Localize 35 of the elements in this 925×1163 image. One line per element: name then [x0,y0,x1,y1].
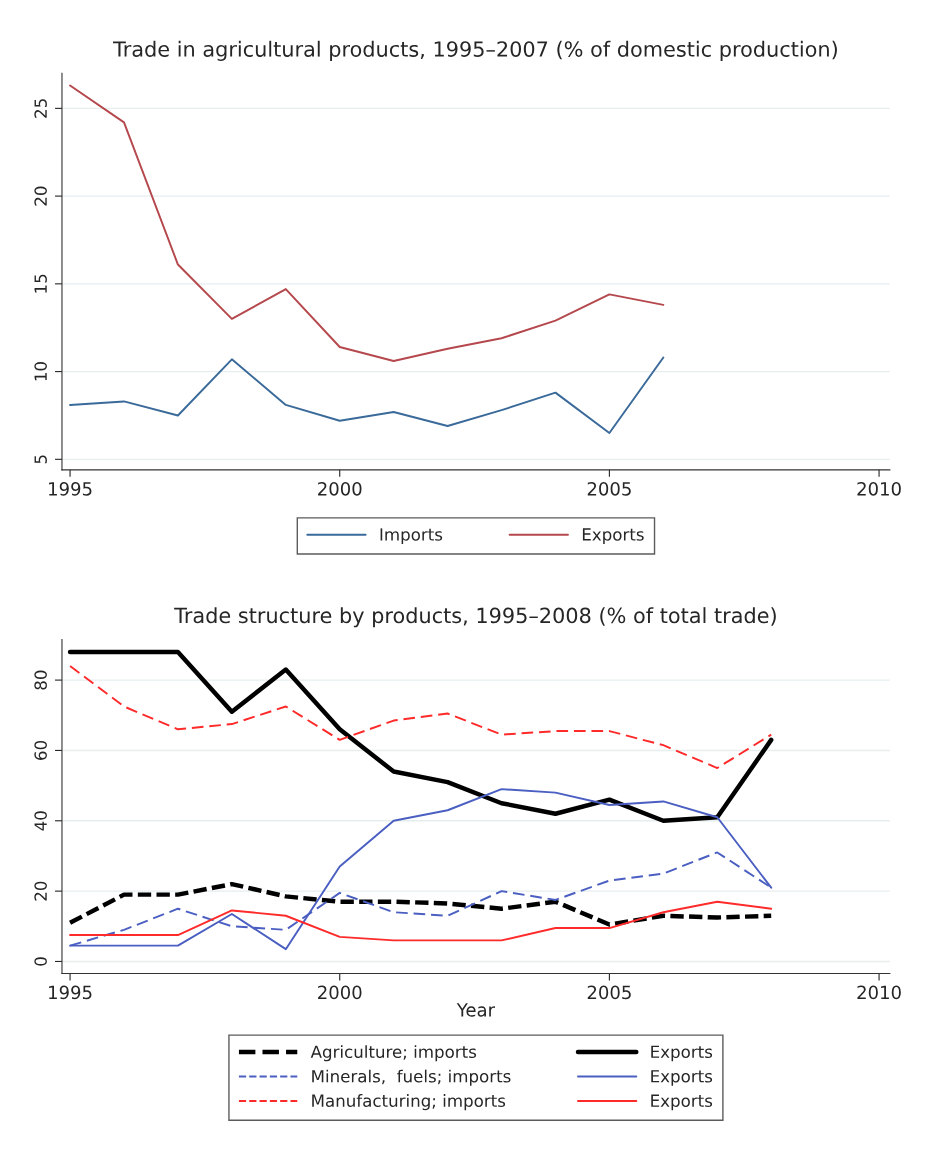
x-axis-title: Year [456,1003,496,1017]
legend-label: Manufacturing; imports [312,1094,506,1111]
chart-title: Trade structure by products, 1995–2008 (% of total trade) [174,607,776,628]
y-tick-label: 10 [34,362,47,381]
y-tick-label: 25 [34,99,47,118]
legend-label: Exports [651,1045,713,1062]
x-tick-label: 1995 [49,985,92,1000]
legend-label: Exports [651,1094,713,1111]
y-tick-label: 20 [34,186,47,206]
y-tick-label: 60 [34,740,47,760]
line-series [69,84,665,363]
x-tick-label: 2010 [857,985,901,1000]
legend-label: Imports [380,528,443,544]
y-tick-label: 20 [34,881,47,901]
chart-title: Trade in agricultural products, 1995–2007 (% of domestic production) [113,40,837,61]
x-tick-label: 2000 [318,481,362,496]
x-tick-label: 2005 [587,985,631,1000]
y-tick-label: 5 [34,455,47,464]
x-tick-label: 2010 [857,481,901,496]
y-tick-label: 0 [34,957,47,966]
legend-label: Exports [582,528,644,544]
line-series [69,900,773,942]
line-series [69,356,665,434]
y-tick-label: 15 [34,274,47,293]
x-tick-label: 1995 [49,481,92,496]
line-series [67,881,774,927]
legend-label: Exports [651,1070,713,1086]
y-tick-label: 40 [34,811,47,831]
line-series [67,649,774,824]
x-tick-label: 2005 [587,481,631,496]
line-series [69,665,773,769]
legend-label: Minerals, fuels; imports [312,1069,511,1086]
x-tick-label: 2000 [318,985,362,1000]
legend-label: Agriculture; imports [310,1045,477,1062]
y-tick-label: 80 [34,670,47,690]
